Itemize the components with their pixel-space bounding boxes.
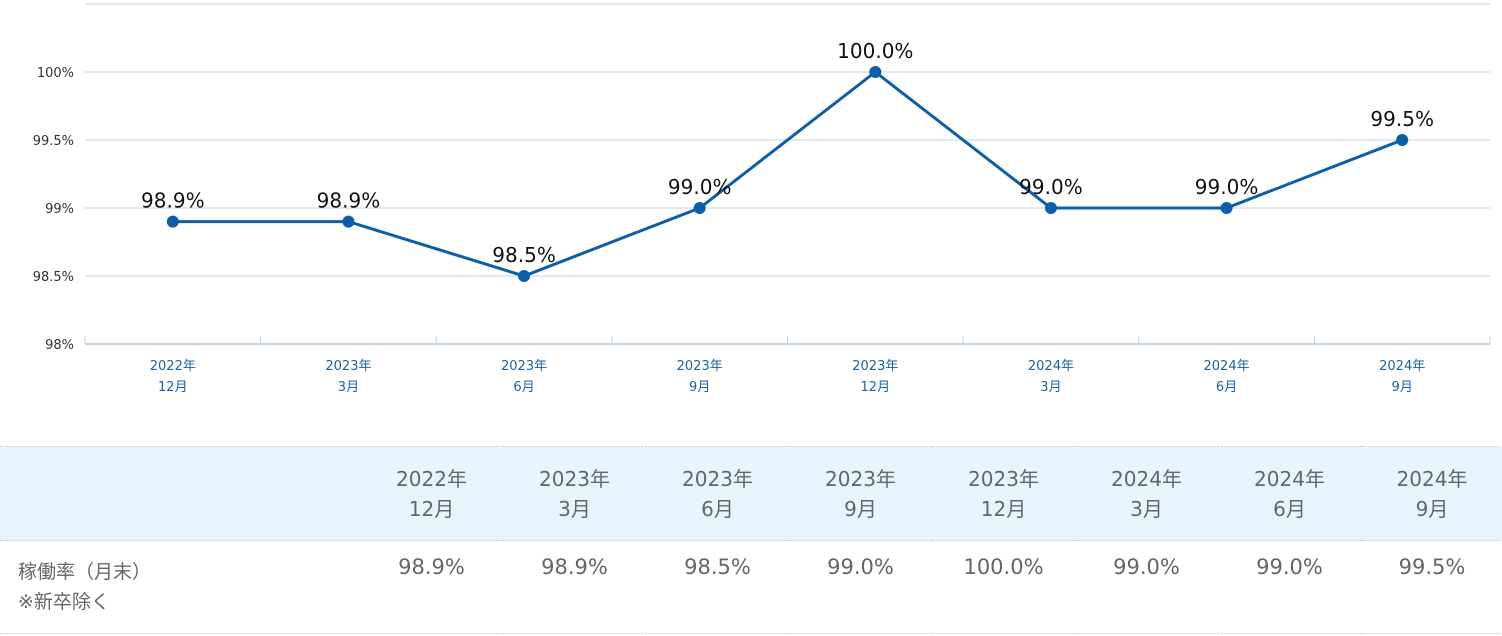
header-month: 12月 [408,496,455,521]
data-label: 98.5% [492,243,556,267]
x-tick-label: 2023年 12月 [852,359,898,395]
data-point [166,215,179,228]
series-line-group: 98.9% 98.9% 98.5% 99.0% 100.0% 99.0% 99.0% 99.5… [141,39,1434,282]
data-table-container: 2022年 12月 2023年 3月 2023年 6月 2023年 9月 2023年 12… [0,446,1502,636]
x-axis: 2022年 12月 2023年 3月 2023年 6月 2023年 9月 2023年 12月 202… [84,336,1491,395]
column-header: 2024年 3月 [1075,447,1218,541]
x-tick-label: 2023年 9月 [677,359,723,395]
data-point [693,202,706,214]
data-label: 98.9% [141,189,205,213]
column-header: 2023年 9月 [789,447,932,541]
header-month: 3月 [1130,496,1163,521]
header-empty-cell [0,447,360,541]
header-year: 2023年 [682,466,753,491]
series-line [172,70,1403,278]
data-label: 99.0% [1019,175,1083,199]
header-year: 2023年 [825,466,896,491]
table-cell: 98.9% [398,555,465,579]
data-label: 100.0% [837,39,913,63]
header-month: 6月 [701,496,734,521]
line-chart: 98% 98.5% 99% 99.5% 100% 2022年 12月 2023年 3月 2023… [33,3,1491,395]
header-year: 2024年 [1111,466,1182,491]
table-row: 稼働率（月末） ※新卒除く 98.9% 98.9% 98.5% 99.0% 100… [0,540,1502,634]
data-point [1044,202,1057,214]
table-header-row: 2022年 12月 2023年 3月 2023年 6月 2023年 9月 2023年 12… [0,446,1502,541]
data-label: 98.9% [317,189,381,213]
data-label: 99.5% [1370,107,1434,131]
header-month: 3月 [558,496,591,521]
table-cell: 99.0% [1113,555,1180,579]
y-tick-label: 99% [45,202,74,217]
header-year: 2024年 [1396,466,1468,491]
data-point [869,66,882,78]
x-tick-label: 2023年 3月 [325,359,371,395]
header-year: 2023年 [968,466,1039,491]
column-header: 2023年 3月 [503,447,646,541]
table-cell: 99.5% [1398,555,1466,579]
table-cell: 99.0% [1256,555,1323,579]
column-header: 2022年 12月 [360,447,503,541]
y-tick-label: 98% [45,338,74,353]
data-label: 99.0% [668,175,732,199]
header-year: 2024年 [1254,466,1325,491]
row-header: 稼働率（月末） ※新卒除く [0,541,360,634]
table-cell: 98.9% [541,555,608,579]
column-header: 2024年 6月 [1218,447,1361,541]
header-month: 9月 [844,496,877,521]
data-table: 2022年 12月 2023年 3月 2023年 6月 2023年 9月 2023年 12… [0,446,1502,634]
column-header: 2023年 12月 [932,447,1075,541]
y-axis: 98% 98.5% 99% 99.5% 100% [33,66,74,353]
y-tick-label: 100% [37,66,74,81]
header-month: 6月 [1273,496,1306,521]
column-header: 2023年 6月 [646,447,789,541]
data-point [342,215,355,228]
row-note: ※新卒除く [18,591,110,613]
header-year: 2022年 [396,466,467,491]
grid-lines [85,3,1490,345]
table-cell: 98.5% [684,555,751,579]
x-tick-label: 2024年 9月 [1379,359,1425,395]
data-point [518,270,531,282]
x-tick-label: 2022年 12月 [150,359,196,395]
data-label: 99.0% [1195,175,1259,199]
data-point [1396,134,1409,146]
data-point [1220,202,1233,214]
header-month: 12月 [980,496,1027,521]
table-cell: 100.0% [963,555,1044,579]
header-month: 9月 [1415,496,1449,521]
header-year: 2023年 [539,466,610,491]
table-cell: 99.0% [827,555,894,579]
x-tick-label: 2023年 6月 [501,359,547,395]
y-tick-label: 98.5% [33,270,74,285]
column-header: 2024年 9月 [1361,447,1502,541]
y-tick-label: 99.5% [33,134,74,149]
x-tick-label: 2024年 6月 [1204,359,1250,395]
x-tick-label: 2024年 3月 [1028,359,1074,395]
row-label: 稼働率（月末） [18,561,152,583]
